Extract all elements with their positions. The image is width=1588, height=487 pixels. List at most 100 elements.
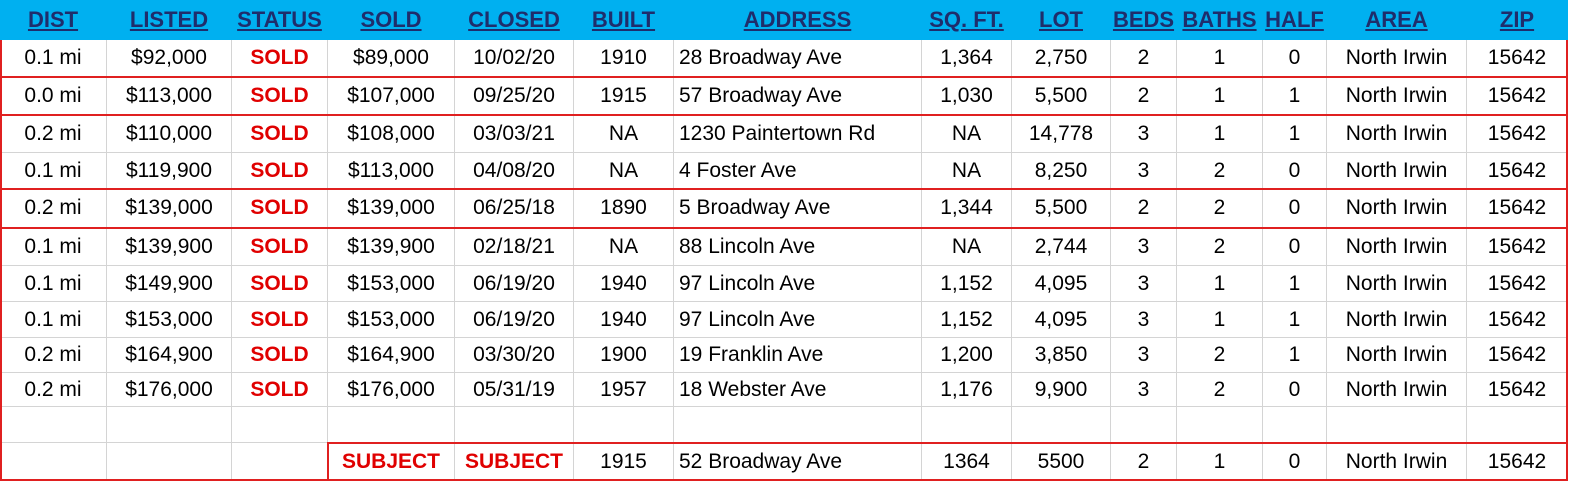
table-cell: 1 xyxy=(1263,77,1327,115)
table-cell: SOLD xyxy=(232,338,328,373)
table-cell: 15642 xyxy=(1467,302,1568,338)
table-cell: 88 Lincoln Ave xyxy=(674,228,922,266)
table-cell: 1230 Paintertown Rd xyxy=(674,115,922,153)
red-border xyxy=(0,76,1568,78)
table-cell: 10/02/20 xyxy=(455,40,574,77)
table-cell: 5,500 xyxy=(1012,77,1111,115)
table-cell: $139,000 xyxy=(107,189,232,228)
red-border xyxy=(327,442,329,481)
red-border xyxy=(0,188,1568,190)
column-header: BUILT xyxy=(574,0,674,40)
table-cell: SOLD xyxy=(232,115,328,153)
table-cell: 2 xyxy=(1177,228,1263,266)
table-cell: 05/31/19 xyxy=(455,373,574,407)
table-cell: 97 Lincoln Ave xyxy=(674,266,922,302)
table-cell: 15642 xyxy=(1467,338,1568,373)
table-cell: 06/19/20 xyxy=(455,266,574,302)
subject-cell: SUBJECT xyxy=(455,443,574,481)
table-cell: NA xyxy=(922,153,1012,189)
table-cell: 0 xyxy=(1263,153,1327,189)
table-cell: $139,900 xyxy=(107,228,232,266)
table-cell: 3 xyxy=(1111,266,1177,302)
table-cell: 15642 xyxy=(1467,373,1568,407)
table-cell: 57 Broadway Ave xyxy=(674,77,922,115)
table-cell: 03/03/21 xyxy=(455,115,574,153)
table-cell: 1,364 xyxy=(922,40,1012,77)
table-cell: 0 xyxy=(1263,373,1327,407)
subject-cell: 0 xyxy=(1263,443,1327,481)
table-cell: North Irwin xyxy=(1327,228,1467,266)
empty-cell xyxy=(1467,407,1568,443)
table-cell: North Irwin xyxy=(1327,266,1467,302)
table-cell: SOLD xyxy=(232,373,328,407)
empty-cell xyxy=(674,407,922,443)
red-border xyxy=(327,442,1568,444)
table-cell: 2,744 xyxy=(1012,228,1111,266)
table-cell: 3 xyxy=(1111,228,1177,266)
table-cell: 8,250 xyxy=(1012,153,1111,189)
table-cell: 3 xyxy=(1111,115,1177,153)
table-cell: 1900 xyxy=(574,338,674,373)
empty-cell xyxy=(0,443,107,481)
table-cell: $139,900 xyxy=(328,228,455,266)
table-cell: 1 xyxy=(1263,338,1327,373)
subject-cell: 52 Broadway Ave xyxy=(674,443,922,481)
table-cell: 1940 xyxy=(574,266,674,302)
table-cell: SOLD xyxy=(232,40,328,77)
table-cell: North Irwin xyxy=(1327,40,1467,77)
table-cell: 2 xyxy=(1177,373,1263,407)
table-cell: North Irwin xyxy=(1327,153,1467,189)
table-cell: 0.0 mi xyxy=(0,77,107,115)
table-cell: 15642 xyxy=(1467,115,1568,153)
table-cell: 1,344 xyxy=(922,189,1012,228)
table-cell: $107,000 xyxy=(328,77,455,115)
table-cell: $176,000 xyxy=(328,373,455,407)
column-header: BATHS xyxy=(1177,0,1263,40)
subject-cell: North Irwin xyxy=(1327,443,1467,481)
empty-cell xyxy=(1177,407,1263,443)
table-cell: 3 xyxy=(1111,373,1177,407)
column-header: SQ. FT. xyxy=(922,0,1012,40)
table-cell: 0.2 mi xyxy=(0,189,107,228)
table-cell: 1,030 xyxy=(922,77,1012,115)
column-header: ZIP xyxy=(1467,0,1568,40)
table-cell: 15642 xyxy=(1467,228,1568,266)
table-cell: NA xyxy=(574,115,674,153)
table-cell: 15642 xyxy=(1467,40,1568,77)
table-cell: $149,900 xyxy=(107,266,232,302)
column-header: LISTED xyxy=(107,0,232,40)
column-header: AREA xyxy=(1327,0,1467,40)
empty-cell xyxy=(232,443,328,481)
table-cell: 15642 xyxy=(1467,189,1568,228)
table-cell: SOLD xyxy=(232,228,328,266)
column-header: STATUS xyxy=(232,0,328,40)
subject-cell: 1 xyxy=(1177,443,1263,481)
table-cell: $153,000 xyxy=(328,302,455,338)
table-cell: NA xyxy=(574,228,674,266)
table-cell: North Irwin xyxy=(1327,302,1467,338)
empty-cell xyxy=(107,443,232,481)
column-header: LOT xyxy=(1012,0,1111,40)
table-cell: 2 xyxy=(1177,189,1263,228)
table-cell: 18 Webster Ave xyxy=(674,373,922,407)
subject-cell: 15642 xyxy=(1467,443,1568,481)
table-cell: 4,095 xyxy=(1012,302,1111,338)
table-cell: North Irwin xyxy=(1327,77,1467,115)
empty-cell xyxy=(574,407,674,443)
table-cell: 15642 xyxy=(1467,266,1568,302)
table-cell: 0 xyxy=(1263,228,1327,266)
table-cell: SOLD xyxy=(232,189,328,228)
table-cell: 03/30/20 xyxy=(455,338,574,373)
subject-cell: 1915 xyxy=(574,443,674,481)
table-cell: 3 xyxy=(1111,153,1177,189)
column-header: DIST xyxy=(0,0,107,40)
table-cell: 0 xyxy=(1263,189,1327,228)
red-border xyxy=(0,114,1568,116)
table-cell: 1,200 xyxy=(922,338,1012,373)
table-cell: 06/25/18 xyxy=(455,189,574,228)
table-cell: SOLD xyxy=(232,77,328,115)
table-cell: $108,000 xyxy=(328,115,455,153)
table-cell: 5,500 xyxy=(1012,189,1111,228)
column-header: BEDS xyxy=(1111,0,1177,40)
subject-cell: 5500 xyxy=(1012,443,1111,481)
